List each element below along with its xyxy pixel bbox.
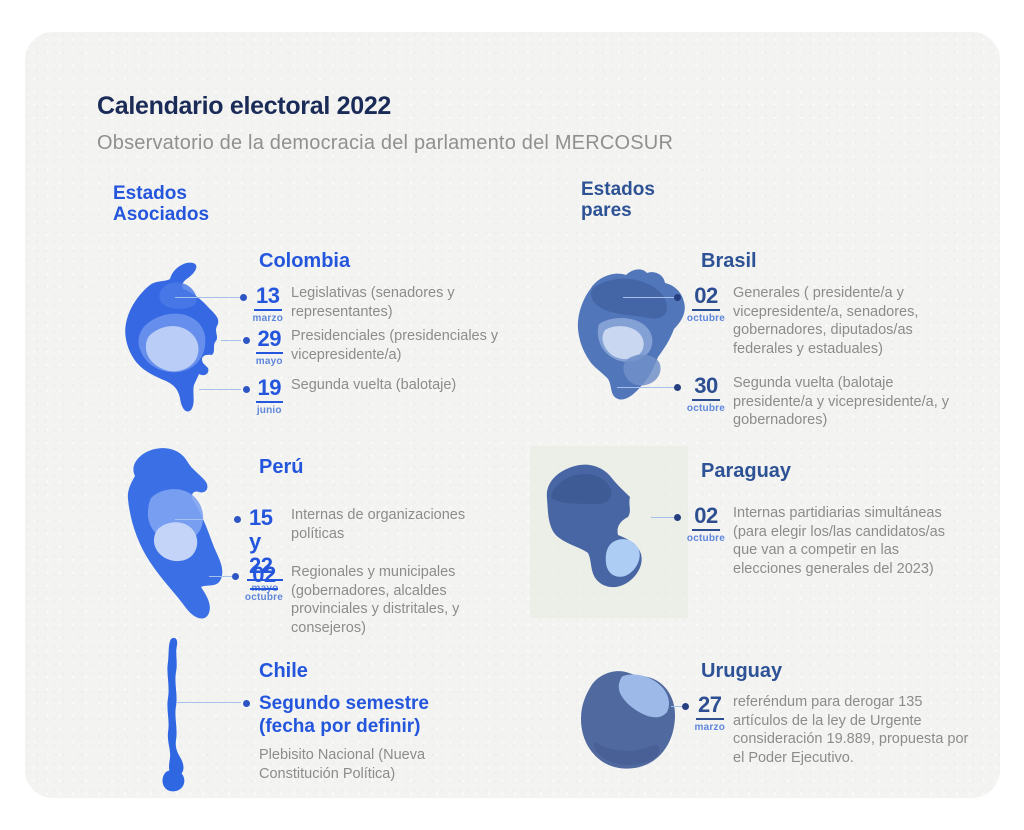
- event-day: 15 y 22: [247, 506, 283, 581]
- country-title: Uruguay: [701, 660, 783, 682]
- event-item: 15 y 22 mayo Internas de organizaciones …: [234, 506, 505, 594]
- page-title: Calendario electoral 2022: [97, 92, 392, 120]
- event-month: octubre: [686, 533, 725, 544]
- country-title: Perú: [259, 456, 304, 478]
- event-item: 02 octubre Regionales y municipales (gob…: [231, 563, 505, 637]
- event-day: 02: [692, 504, 720, 531]
- event-date: 02 octubre: [673, 504, 725, 544]
- event-item: 02 octubre Generales ( presidente/a y vi…: [673, 284, 969, 358]
- paraguay-map-icon: [546, 464, 642, 588]
- chile-map-icon: [162, 637, 185, 792]
- event-date: 13 marzo: [239, 284, 283, 324]
- event-month: octubre: [244, 592, 283, 603]
- country-title: Chile: [259, 660, 308, 682]
- country-section-peru: Perú 15 y 22 mayo Internas de organizaci…: [231, 456, 505, 647]
- connector-line: [175, 297, 241, 298]
- event-date: 29 mayo: [242, 327, 283, 367]
- bullet-dot-icon: [231, 573, 239, 580]
- bullet-dot-icon: [234, 516, 241, 523]
- country-section-uruguay: Uruguay 27 marzo referéndum para derogar…: [681, 660, 969, 777]
- peru-map-icon: [127, 448, 223, 619]
- event-description: Presidenciales (presidenciales y vicepre…: [291, 328, 499, 363]
- connector-line: [199, 389, 241, 390]
- country-section-brasil: Brasil 02 octubre Generales ( presidente…: [673, 250, 969, 440]
- connector-line: [209, 576, 235, 577]
- bullet-dot-icon: [239, 294, 247, 301]
- event-description: Generales ( presidente/a y vicepresident…: [733, 285, 919, 357]
- uruguay-map-icon: [581, 671, 675, 769]
- event-date: 19 junio: [242, 376, 283, 416]
- bullet-dot-icon: [681, 703, 689, 710]
- country-section-chile: Chile Segundo semestre (fecha por defini…: [243, 660, 505, 783]
- event-day: 02: [250, 563, 278, 590]
- connector-line: [671, 706, 683, 707]
- event-day: 30: [692, 374, 720, 401]
- event-month: marzo: [252, 313, 283, 324]
- country-section-paraguay: Paraguay 02 octubre Internas partidiaria…: [673, 460, 969, 588]
- event-item: 02 octubre Internas partidiarias simultá…: [673, 504, 969, 578]
- event-day: 29: [255, 327, 283, 354]
- connector-line: [175, 519, 203, 520]
- bullet-dot-icon: [673, 294, 681, 301]
- country-title: Paraguay: [701, 460, 792, 482]
- bullet-dot-icon: [242, 386, 250, 393]
- bullet-dot-icon: [673, 514, 681, 521]
- event-description: Legislativas (senadores y representantes…: [291, 285, 455, 320]
- event-item: 13 marzo Legislativas (senadores y repre…: [239, 284, 505, 324]
- event-item: 29 mayo Presidenciales (presidenciales y…: [242, 327, 505, 367]
- column-heading-estados-asociados: Estados Asociados: [113, 183, 210, 225]
- country-title: Colombia: [259, 250, 351, 272]
- event-item: 19 junio Segunda vuelta (balotaje): [242, 376, 505, 416]
- event-day: 13: [254, 284, 282, 311]
- event-month: junio: [256, 405, 282, 416]
- event-day: 19: [255, 376, 283, 403]
- connector-line: [221, 340, 241, 341]
- bullet-dot-icon: [673, 384, 681, 391]
- bullet-dot-icon: [242, 337, 250, 344]
- event-description: referéndum para derogar 135 artículos de…: [733, 694, 969, 766]
- connector-line: [623, 297, 675, 298]
- event-month: octubre: [686, 313, 725, 324]
- event-date: 27 marzo: [681, 693, 725, 733]
- event-highlight-title: Segundo semestre (fecha por definir): [259, 693, 429, 737]
- connector-line: [177, 702, 241, 703]
- colombia-map-icon: [125, 262, 219, 412]
- event-item: 27 marzo referéndum para derogar 135 art…: [681, 693, 969, 767]
- country-section-colombia: Colombia 13 marzo Legislativas (senadore…: [239, 250, 505, 416]
- bullet-dot-icon: [243, 700, 250, 707]
- country-title: Brasil: [701, 250, 757, 272]
- event-description: Internas de organizaciones políticas: [291, 507, 466, 542]
- connector-line: [617, 387, 675, 388]
- event-month: octubre: [686, 403, 725, 414]
- event-day: 02: [692, 284, 720, 311]
- page-subtitle: Observatorio de la democracia del parlam…: [97, 132, 674, 154]
- event-item: Segundo semestre (fecha por definir) Ple…: [243, 692, 505, 783]
- event-date: 02 octubre: [231, 563, 283, 603]
- event-description: Internas partidiarias simultáneas (para …: [733, 505, 945, 577]
- event-month: marzo: [694, 722, 725, 733]
- event-day: 27: [696, 693, 724, 720]
- infographic-card: Calendario electoral 2022 Observatorio d…: [25, 32, 1000, 798]
- brasil-map-icon: [577, 269, 685, 400]
- event-item: 30 octubre Segunda vuelta (balotaje pres…: [673, 374, 969, 430]
- event-description: Segunda vuelta (balotaje presidente/a y …: [733, 375, 950, 428]
- event-description: Segunda vuelta (balotaje): [291, 377, 457, 393]
- event-description: Plebisito Nacional (Nueva Constitución P…: [259, 747, 426, 782]
- column-heading-estados-pares: Estados pares: [581, 179, 655, 221]
- event-date: 30 octubre: [673, 374, 725, 414]
- event-month: mayo: [255, 356, 283, 367]
- event-date: 02 octubre: [673, 284, 725, 324]
- event-description: Regionales y municipales (gobernadores, …: [291, 564, 460, 636]
- connector-line: [651, 517, 675, 518]
